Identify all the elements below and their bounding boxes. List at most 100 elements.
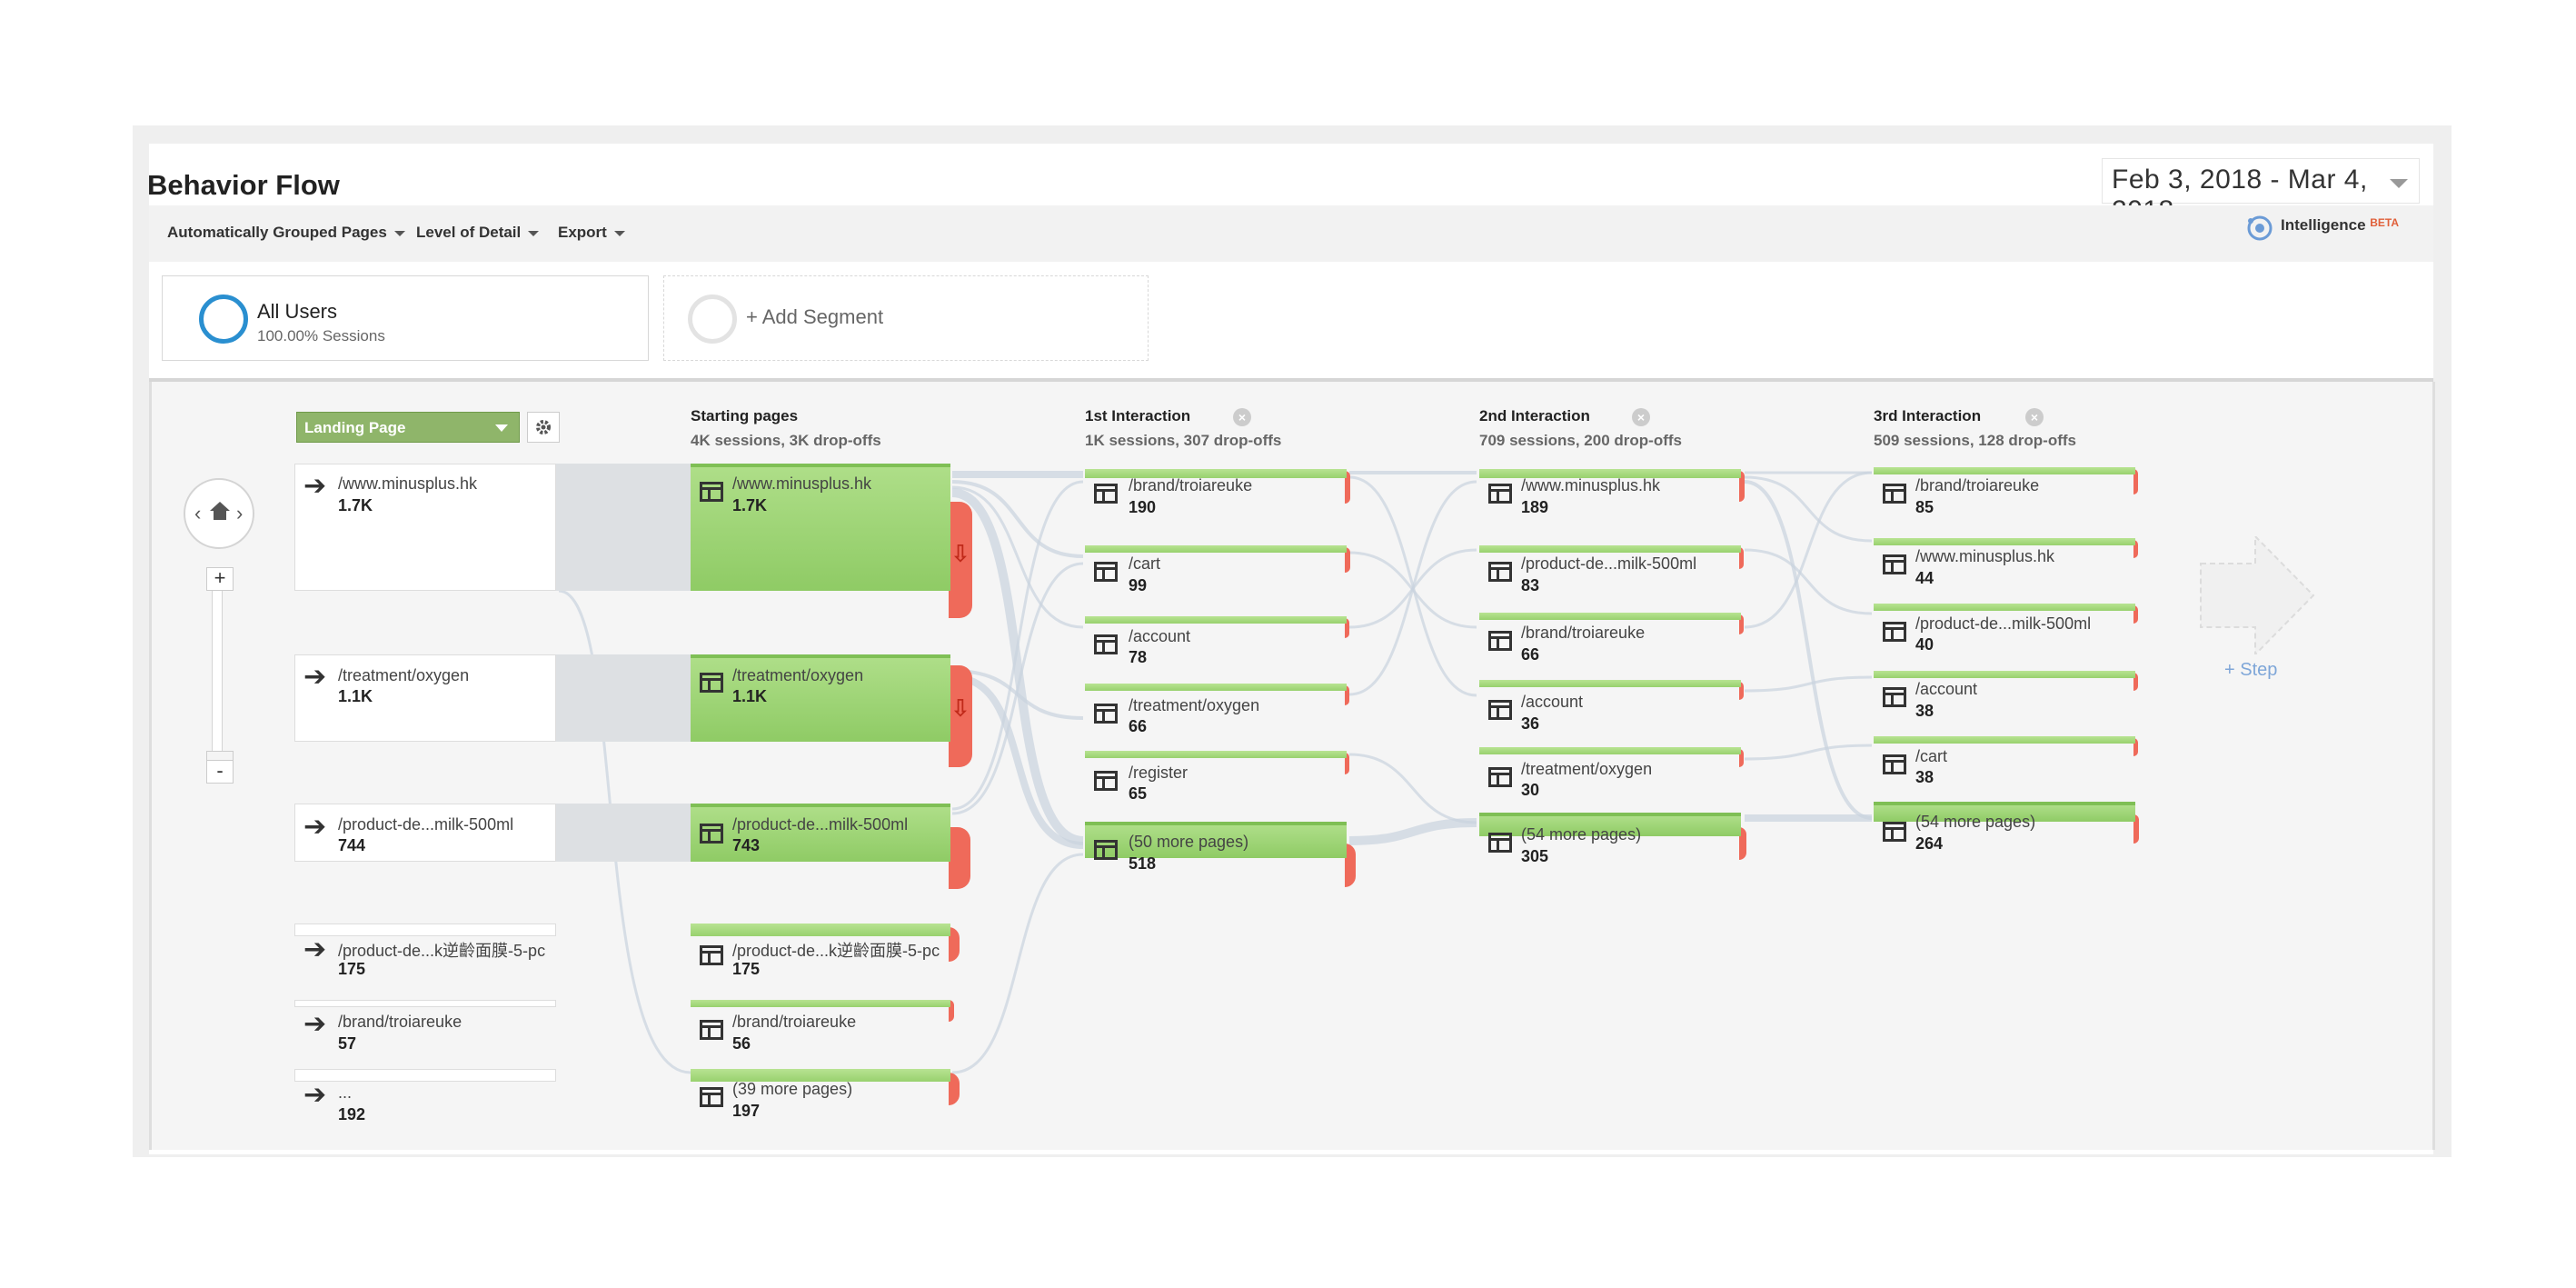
dropoff-bar[interactable] [949, 927, 960, 962]
interaction-node[interactable] [1874, 467, 2135, 474]
landing-page-node[interactable] [294, 1000, 556, 1007]
dropoff-bar[interactable] [949, 827, 970, 889]
home-icon[interactable] [208, 500, 232, 522]
interaction-node[interactable] [1479, 813, 1741, 836]
interaction-node[interactable] [1479, 747, 1741, 754]
intelligence-icon[interactable] [2246, 215, 2273, 242]
starting-page-node[interactable] [691, 464, 950, 591]
interaction-node[interactable] [1479, 469, 1741, 478]
dropoff-bar[interactable] [1739, 471, 1745, 502]
dropoff-bar[interactable] [2133, 540, 2138, 558]
dropoff-bar[interactable] [1345, 547, 1350, 573]
dropoff-bar[interactable] [949, 665, 972, 767]
dropoff-bar[interactable] [1739, 827, 1746, 860]
chevron-right-icon[interactable]: › [236, 502, 244, 524]
dropoff-bar[interactable] [949, 1073, 960, 1105]
page-icon [1094, 704, 1118, 724]
starting-page-node[interactable] [691, 924, 950, 936]
dropoff-bar[interactable] [1345, 618, 1349, 638]
page-icon [700, 1087, 723, 1107]
dropoff-bar[interactable] [1739, 682, 1744, 700]
interaction-node[interactable] [1874, 671, 2135, 678]
segment-all-users[interactable]: All Users 100.00% Sessions [162, 275, 649, 361]
node-label: /product-de...milk-500ml [732, 815, 909, 834]
interaction-node[interactable] [1085, 469, 1347, 478]
remove-column-icon[interactable]: × [1233, 408, 1251, 426]
dropoff-bar[interactable] [1345, 471, 1350, 504]
segment-ring-icon [199, 295, 248, 344]
add-step-arrow-icon[interactable] [2199, 536, 2317, 654]
landing-page-node[interactable] [294, 804, 556, 862]
chevron-down-icon [613, 230, 625, 236]
chevron-left-icon[interactable]: ‹ [194, 502, 202, 524]
node-label: /brand/troiareuke [1521, 624, 1646, 642]
grouped-pages-menu[interactable]: Automatically Grouped Pages [167, 224, 405, 242]
landing-page-node[interactable] [294, 464, 556, 591]
chevron-down-icon [495, 424, 508, 432]
dropoff-bar[interactable] [2133, 605, 2138, 624]
dropoff-bar[interactable] [1345, 753, 1349, 774]
zoom-slider-track[interactable] [212, 582, 223, 754]
page-icon [1883, 622, 1906, 642]
interaction-node[interactable] [1085, 751, 1347, 758]
dropoff-bar[interactable] [2133, 469, 2138, 494]
landing-page-node[interactable] [294, 1069, 556, 1082]
node-label: (54 more pages) [1521, 825, 1642, 844]
starting-page-node[interactable] [691, 654, 950, 742]
zoom-in-button[interactable]: + [206, 567, 234, 591]
interaction-node[interactable] [1085, 616, 1347, 624]
zoom-out-button[interactable]: - [206, 760, 234, 784]
node-value: 40 [1915, 635, 1934, 654]
interaction-node[interactable] [1874, 736, 2135, 744]
node-value: 36 [1521, 714, 1540, 733]
add-segment-button[interactable]: + Add Segment [663, 275, 1149, 361]
dropoff-bar[interactable] [949, 1000, 954, 1022]
dropoff-bar[interactable] [1345, 844, 1356, 887]
starting-page-node[interactable] [691, 804, 950, 862]
gear-icon [536, 420, 551, 434]
interaction-node[interactable] [1085, 545, 1347, 553]
remove-column-icon[interactable]: × [2025, 408, 2044, 426]
landing-page-node[interactable] [294, 654, 556, 742]
toolbar: Automatically Grouped Pages Level of Det… [149, 205, 2433, 262]
settings-button[interactable] [527, 412, 560, 443]
date-range-picker[interactable]: Feb 3, 2018 - Mar 4, 2018 [2102, 158, 2420, 225]
pan-control[interactable]: ‹ › [184, 478, 254, 549]
node-value: 56 [732, 1034, 751, 1053]
interaction-node[interactable] [1479, 680, 1741, 687]
dropoff-bar[interactable] [1739, 547, 1744, 569]
dropoff-bar[interactable] [2133, 814, 2139, 844]
interaction-node[interactable] [1874, 604, 2135, 611]
page-icon [1488, 562, 1512, 582]
export-menu[interactable]: Export [558, 224, 625, 242]
interaction-node[interactable] [1874, 538, 2135, 545]
dropoff-bar[interactable] [949, 502, 972, 618]
page-icon [700, 824, 723, 844]
dropoff-bar[interactable] [1345, 685, 1349, 705]
starting-page-node[interactable] [691, 1069, 950, 1082]
node-value: 1.7K [732, 496, 768, 514]
dropoff-bar[interactable] [1739, 749, 1744, 767]
remove-column-icon[interactable]: × [1632, 408, 1650, 426]
chevron-down-icon [393, 230, 405, 236]
starting-page-node[interactable] [691, 1000, 950, 1007]
entry-arrow-icon: ➔ [303, 1009, 327, 1039]
dropoff-bar[interactable] [1739, 614, 1744, 634]
dropoff-bar[interactable] [2133, 738, 2138, 756]
dimension-select[interactable]: Landing Page [296, 412, 520, 443]
intelligence-button[interactable]: Intelligence BETA [2281, 216, 2399, 235]
node-label: /www.minusplus.hk [1915, 547, 2055, 565]
interaction-node[interactable] [1479, 545, 1741, 553]
level-of-detail-menu[interactable]: Level of Detail [416, 224, 540, 242]
page-icon [700, 482, 723, 502]
node-label: (39 more pages) [732, 1080, 853, 1098]
entry-arrow-icon: ➔ [303, 1080, 327, 1110]
add-step-button[interactable]: + Step [2224, 660, 2278, 680]
dropoff-bar[interactable] [2133, 673, 2138, 691]
interaction-node[interactable] [1085, 684, 1347, 691]
landing-page-node[interactable] [294, 924, 556, 936]
interaction-node[interactable] [1085, 822, 1347, 858]
interaction-node[interactable] [1874, 802, 2135, 822]
interaction-node[interactable] [1479, 613, 1741, 620]
node-label: /cart [1915, 747, 1948, 765]
